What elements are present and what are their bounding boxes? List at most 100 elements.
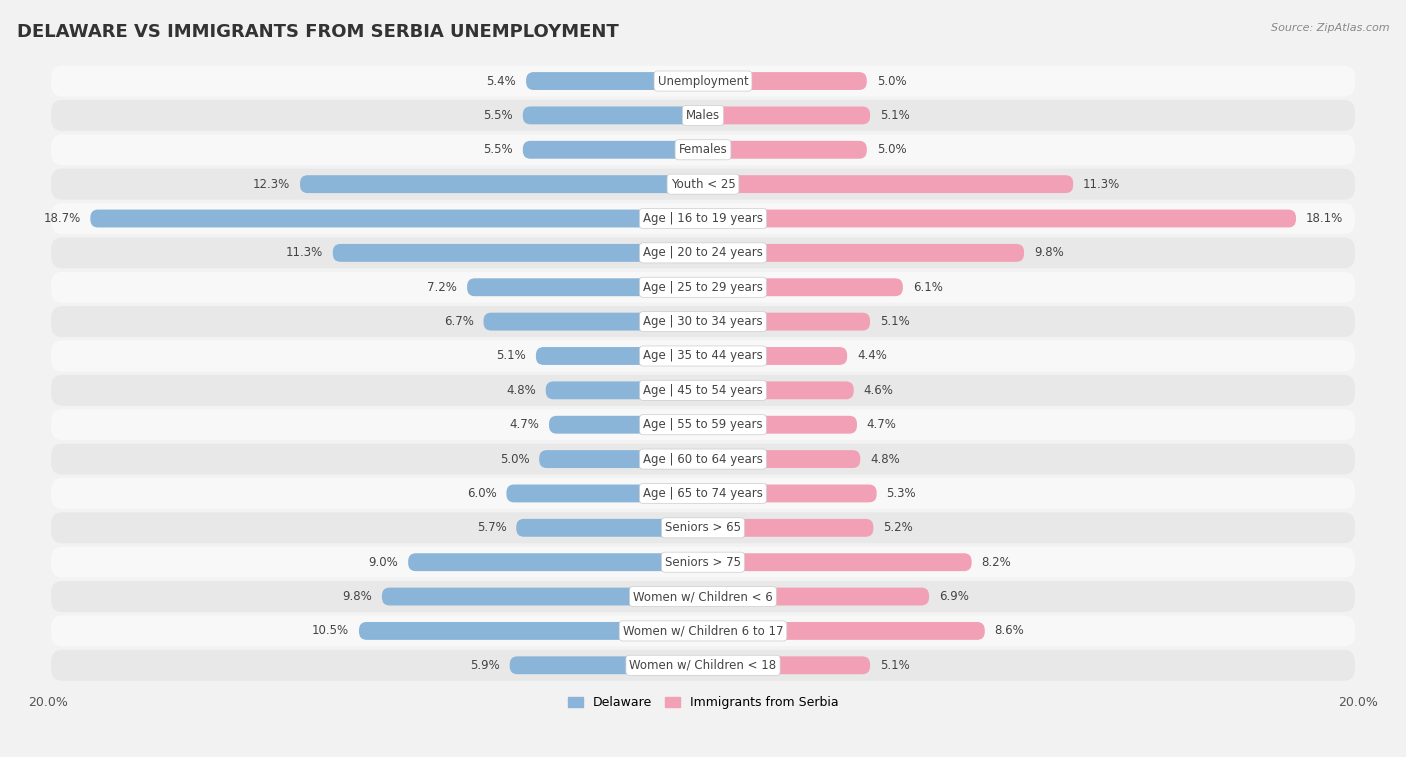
FancyBboxPatch shape [408,553,703,571]
Text: Age | 55 to 59 years: Age | 55 to 59 years [643,418,763,431]
FancyBboxPatch shape [51,547,1355,578]
Text: Age | 45 to 54 years: Age | 45 to 54 years [643,384,763,397]
Text: 11.3%: 11.3% [1083,178,1121,191]
FancyBboxPatch shape [51,306,1355,337]
FancyBboxPatch shape [90,210,703,227]
FancyBboxPatch shape [51,615,1355,646]
Text: 4.7%: 4.7% [868,418,897,431]
FancyBboxPatch shape [703,484,876,503]
Text: 5.1%: 5.1% [880,109,910,122]
FancyBboxPatch shape [703,210,1296,227]
FancyBboxPatch shape [703,416,858,434]
Text: 8.2%: 8.2% [981,556,1011,569]
FancyBboxPatch shape [382,587,703,606]
FancyBboxPatch shape [51,134,1355,165]
FancyBboxPatch shape [548,416,703,434]
FancyBboxPatch shape [484,313,703,331]
FancyBboxPatch shape [51,203,1355,234]
Text: 8.6%: 8.6% [994,625,1025,637]
Text: 6.7%: 6.7% [444,315,474,328]
Text: 6.9%: 6.9% [939,590,969,603]
Text: 4.4%: 4.4% [858,350,887,363]
Text: 6.1%: 6.1% [912,281,942,294]
FancyBboxPatch shape [51,410,1355,440]
Text: Males: Males [686,109,720,122]
Text: 4.8%: 4.8% [506,384,536,397]
Text: 18.7%: 18.7% [44,212,80,225]
Text: 5.5%: 5.5% [484,109,513,122]
FancyBboxPatch shape [510,656,703,674]
FancyBboxPatch shape [703,656,870,674]
Text: Age | 60 to 64 years: Age | 60 to 64 years [643,453,763,466]
FancyBboxPatch shape [51,478,1355,509]
Text: 5.0%: 5.0% [876,143,907,156]
FancyBboxPatch shape [538,450,703,468]
FancyBboxPatch shape [51,341,1355,372]
Text: 4.6%: 4.6% [863,384,893,397]
FancyBboxPatch shape [703,553,972,571]
FancyBboxPatch shape [51,100,1355,131]
FancyBboxPatch shape [703,347,848,365]
FancyBboxPatch shape [51,238,1355,268]
FancyBboxPatch shape [703,587,929,606]
Text: 5.7%: 5.7% [477,522,506,534]
Text: Age | 65 to 74 years: Age | 65 to 74 years [643,487,763,500]
Text: 5.4%: 5.4% [486,74,516,88]
FancyBboxPatch shape [51,512,1355,544]
Text: Source: ZipAtlas.com: Source: ZipAtlas.com [1271,23,1389,33]
FancyBboxPatch shape [703,519,873,537]
FancyBboxPatch shape [51,650,1355,681]
Text: Seniors > 65: Seniors > 65 [665,522,741,534]
FancyBboxPatch shape [51,66,1355,96]
Text: Age | 35 to 44 years: Age | 35 to 44 years [643,350,763,363]
FancyBboxPatch shape [703,313,870,331]
FancyBboxPatch shape [703,279,903,296]
Legend: Delaware, Immigrants from Serbia: Delaware, Immigrants from Serbia [562,691,844,714]
FancyBboxPatch shape [703,450,860,468]
FancyBboxPatch shape [536,347,703,365]
Text: Age | 16 to 19 years: Age | 16 to 19 years [643,212,763,225]
Text: 10.5%: 10.5% [312,625,349,637]
Text: 9.8%: 9.8% [1033,246,1064,260]
Text: 5.1%: 5.1% [496,350,526,363]
Text: 5.5%: 5.5% [484,143,513,156]
Text: Women w/ Children < 18: Women w/ Children < 18 [630,659,776,671]
Text: 6.0%: 6.0% [467,487,496,500]
Text: 5.1%: 5.1% [880,315,910,328]
Text: 5.0%: 5.0% [876,74,907,88]
Text: Females: Females [679,143,727,156]
Text: 7.2%: 7.2% [427,281,457,294]
Text: 11.3%: 11.3% [285,246,323,260]
FancyBboxPatch shape [703,175,1073,193]
Text: Seniors > 75: Seniors > 75 [665,556,741,569]
Text: DELAWARE VS IMMIGRANTS FROM SERBIA UNEMPLOYMENT: DELAWARE VS IMMIGRANTS FROM SERBIA UNEMP… [17,23,619,41]
FancyBboxPatch shape [51,375,1355,406]
FancyBboxPatch shape [703,107,870,124]
Text: 4.8%: 4.8% [870,453,900,466]
FancyBboxPatch shape [516,519,703,537]
FancyBboxPatch shape [703,141,868,159]
Text: 5.3%: 5.3% [886,487,917,500]
Text: Age | 20 to 24 years: Age | 20 to 24 years [643,246,763,260]
FancyBboxPatch shape [526,72,703,90]
FancyBboxPatch shape [546,382,703,399]
Text: 12.3%: 12.3% [253,178,290,191]
FancyBboxPatch shape [51,581,1355,612]
Text: 5.1%: 5.1% [880,659,910,671]
Text: 5.0%: 5.0% [499,453,530,466]
Text: 5.9%: 5.9% [470,659,501,671]
FancyBboxPatch shape [51,444,1355,475]
Text: 18.1%: 18.1% [1306,212,1343,225]
FancyBboxPatch shape [523,141,703,159]
Text: 9.8%: 9.8% [342,590,373,603]
FancyBboxPatch shape [467,279,703,296]
FancyBboxPatch shape [703,622,984,640]
FancyBboxPatch shape [51,272,1355,303]
Text: 5.2%: 5.2% [883,522,912,534]
FancyBboxPatch shape [51,169,1355,200]
FancyBboxPatch shape [359,622,703,640]
Text: Women w/ Children 6 to 17: Women w/ Children 6 to 17 [623,625,783,637]
Text: 9.0%: 9.0% [368,556,398,569]
Text: Youth < 25: Youth < 25 [671,178,735,191]
Text: 4.7%: 4.7% [509,418,538,431]
